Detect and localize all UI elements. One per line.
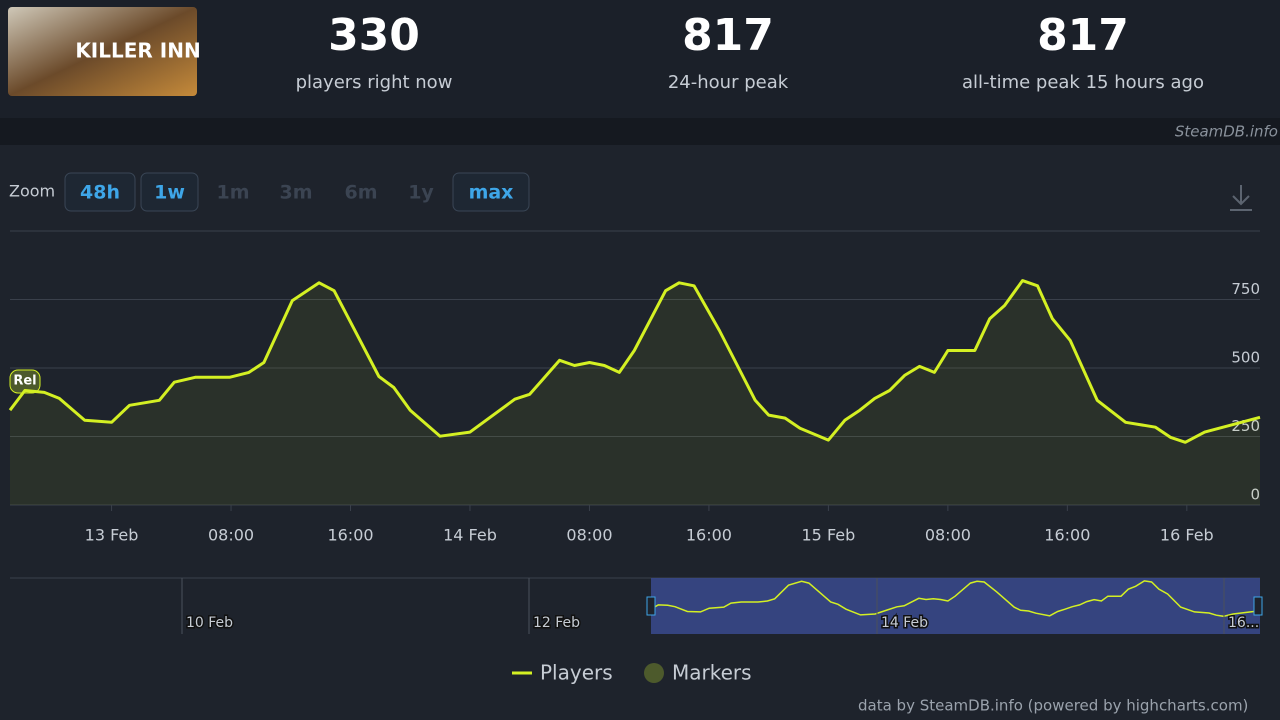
- watermark: SteamDB.info: [1175, 123, 1278, 141]
- x-tick-label: 16 Feb: [1160, 526, 1214, 545]
- y-tick-label: 0: [1250, 486, 1260, 504]
- navigator-label: 10 Feb: [186, 615, 233, 631]
- stat-value: 330: [328, 10, 420, 61]
- zoom-button[interactable]: [64, 172, 136, 212]
- game-logo: [8, 7, 197, 96]
- navigator-window: [651, 578, 1260, 634]
- navigator-label: 12 Feb: [533, 615, 580, 631]
- zoom-button-label[interactable]: 48h: [80, 182, 120, 204]
- annotation-marker: [9, 369, 41, 394]
- area: [10, 280, 1260, 505]
- y-tick-label: 750: [1231, 280, 1260, 298]
- navigator-line: [650, 580, 1261, 618]
- zoom-button-label: 6m: [344, 182, 377, 204]
- stat-value: 817: [1037, 10, 1129, 61]
- legend-label[interactable]: Players: [540, 661, 613, 685]
- logo-text: KILLER INN: [75, 39, 200, 63]
- zoom-button[interactable]: [452, 172, 530, 212]
- x-tick-label: 08:00: [925, 526, 971, 545]
- x-tick-label: 16:00: [686, 526, 732, 545]
- x-tick-label: 15 Feb: [802, 526, 856, 545]
- line: [8, 279, 1261, 444]
- header-bg: [0, 0, 1280, 118]
- zoom-button-label: 1y: [408, 182, 434, 204]
- annotation: Rel: [13, 374, 36, 389]
- stat-label: players right now: [296, 72, 453, 93]
- zoom-label: Zoom: [9, 182, 55, 201]
- strip: [0, 118, 1280, 145]
- x-tick-label: 16:00: [1044, 526, 1090, 545]
- x-tick-label: 08:00: [208, 526, 254, 545]
- download-icon[interactable]: [1230, 185, 1252, 211]
- x-tick-label: 16:00: [327, 526, 373, 545]
- x-tick-label: 13 Feb: [85, 526, 139, 545]
- legend-marker: [644, 663, 664, 683]
- stat-label: all-time peak 15 hours ago: [962, 72, 1204, 93]
- zoom-button-label: 3m: [279, 182, 312, 204]
- zoom-button-label[interactable]: max: [469, 182, 514, 204]
- y-tick-label: 500: [1231, 349, 1260, 367]
- navigator-label: 16...: [1228, 615, 1259, 631]
- x-tick-label: 14 Feb: [443, 526, 497, 545]
- navigator-handle[interactable]: [1253, 596, 1263, 616]
- stat-value: 817: [682, 10, 774, 61]
- x-tick-label: 08:00: [566, 526, 612, 545]
- stat-label: 24-hour peak: [668, 72, 789, 93]
- zoom-button-label[interactable]: 1w: [154, 182, 185, 204]
- navigator-handle[interactable]: [646, 596, 656, 616]
- zoom-button-label: 1m: [216, 182, 249, 204]
- zoom-button[interactable]: [140, 172, 199, 212]
- navigator-label: 14 Feb: [881, 615, 928, 631]
- legend-label[interactable]: Markers: [672, 661, 752, 685]
- footer: data by SteamDB.info (powered by highcha…: [858, 697, 1248, 715]
